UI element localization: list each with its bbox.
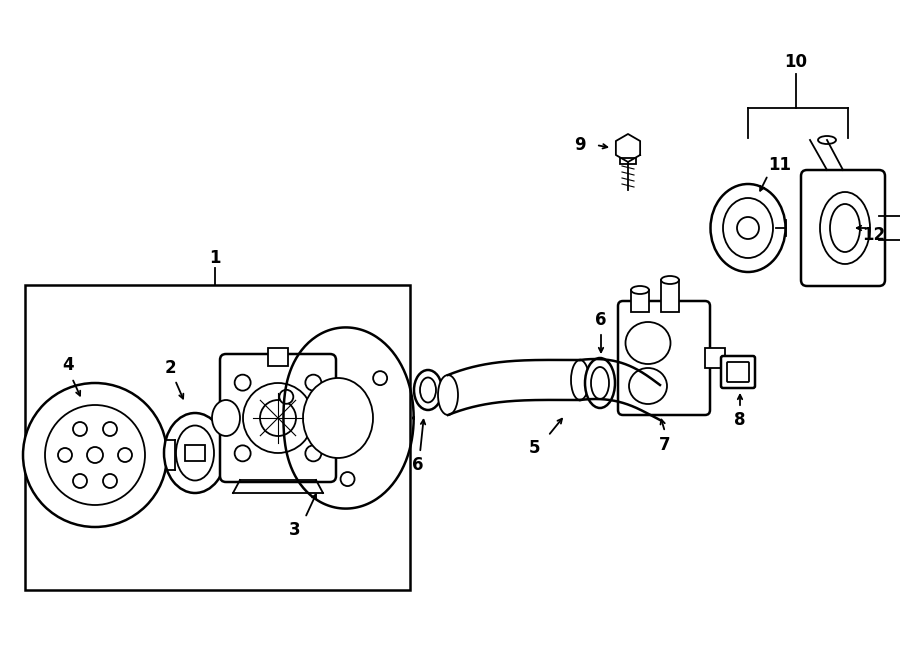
Ellipse shape <box>212 400 240 436</box>
FancyBboxPatch shape <box>801 170 885 286</box>
Ellipse shape <box>830 204 860 252</box>
Circle shape <box>103 474 117 488</box>
Ellipse shape <box>631 286 649 294</box>
Text: 9: 9 <box>574 136 586 154</box>
Bar <box>631 290 649 312</box>
FancyBboxPatch shape <box>220 354 336 482</box>
Ellipse shape <box>626 322 670 364</box>
Text: 4: 4 <box>62 356 74 374</box>
Text: 11: 11 <box>769 156 791 174</box>
Text: 8: 8 <box>734 411 746 429</box>
Circle shape <box>23 383 167 527</box>
Circle shape <box>305 446 321 461</box>
Text: 12: 12 <box>862 226 886 244</box>
Ellipse shape <box>585 358 615 408</box>
Text: 7: 7 <box>659 436 670 454</box>
Ellipse shape <box>661 276 679 284</box>
Text: 2: 2 <box>164 359 176 377</box>
Text: 6: 6 <box>412 456 424 474</box>
Ellipse shape <box>571 360 589 400</box>
Circle shape <box>243 383 313 453</box>
Ellipse shape <box>303 378 373 458</box>
Bar <box>25 285 410 590</box>
Circle shape <box>260 400 296 436</box>
Ellipse shape <box>164 413 226 493</box>
Ellipse shape <box>820 192 870 264</box>
Circle shape <box>118 448 132 462</box>
Ellipse shape <box>176 426 214 481</box>
Ellipse shape <box>737 217 759 239</box>
Ellipse shape <box>629 368 667 404</box>
Text: 1: 1 <box>209 249 220 267</box>
Ellipse shape <box>723 198 773 258</box>
Ellipse shape <box>420 377 436 403</box>
FancyBboxPatch shape <box>721 356 755 388</box>
Circle shape <box>235 375 250 391</box>
Ellipse shape <box>710 184 786 272</box>
Text: 3: 3 <box>289 521 301 539</box>
Circle shape <box>235 446 250 461</box>
Circle shape <box>374 371 387 385</box>
Ellipse shape <box>818 136 836 144</box>
FancyBboxPatch shape <box>618 301 710 415</box>
Ellipse shape <box>438 375 458 415</box>
Circle shape <box>279 390 293 404</box>
Ellipse shape <box>591 367 609 399</box>
Circle shape <box>340 472 355 486</box>
Bar <box>705 348 725 368</box>
Circle shape <box>73 422 87 436</box>
Circle shape <box>45 405 145 505</box>
Ellipse shape <box>414 370 442 410</box>
Bar <box>661 280 679 312</box>
Bar <box>620 158 636 164</box>
Bar <box>268 348 288 366</box>
Text: 10: 10 <box>785 53 807 71</box>
Circle shape <box>87 447 103 463</box>
Circle shape <box>305 375 321 391</box>
Circle shape <box>58 448 72 462</box>
Circle shape <box>103 422 117 436</box>
Text: 5: 5 <box>529 439 541 457</box>
Circle shape <box>73 474 87 488</box>
FancyBboxPatch shape <box>727 362 749 382</box>
Bar <box>185 445 205 461</box>
Text: 6: 6 <box>595 311 607 329</box>
